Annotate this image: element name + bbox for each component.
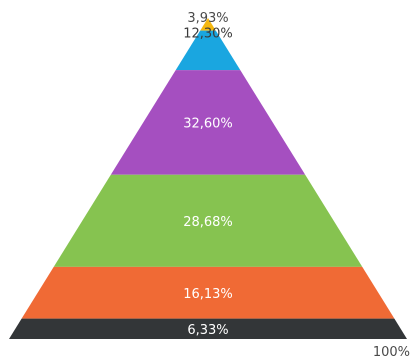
pyramid-segment-2 — [175, 30, 241, 71]
pyramid-segment-5 — [21, 266, 395, 319]
pyramid-segment-label-5: 16,13% — [183, 287, 233, 302]
pyramid-labels: 3,93%12,30% 32,60% 28,68% 16,13% 6,33% — [183, 11, 233, 338]
total-label: 100% — [373, 345, 410, 360]
pyramid-segment-label-6: 6,33% — [187, 323, 228, 338]
pyramid-segment-label-4: 28,68% — [183, 215, 233, 230]
pyramid-segment-label-1: 3,93% — [187, 11, 228, 26]
pyramid-segment-label-2: 12,30% — [183, 27, 233, 42]
pyramid-segments — [9, 18, 407, 339]
pyramid-segment-3 — [110, 70, 306, 175]
pyramid-segment-6 — [9, 318, 407, 339]
pyramid-segment-4 — [53, 174, 363, 267]
pyramid-segment-1 — [200, 18, 216, 31]
pyramid-segment-label-3: 32,60% — [183, 116, 233, 131]
